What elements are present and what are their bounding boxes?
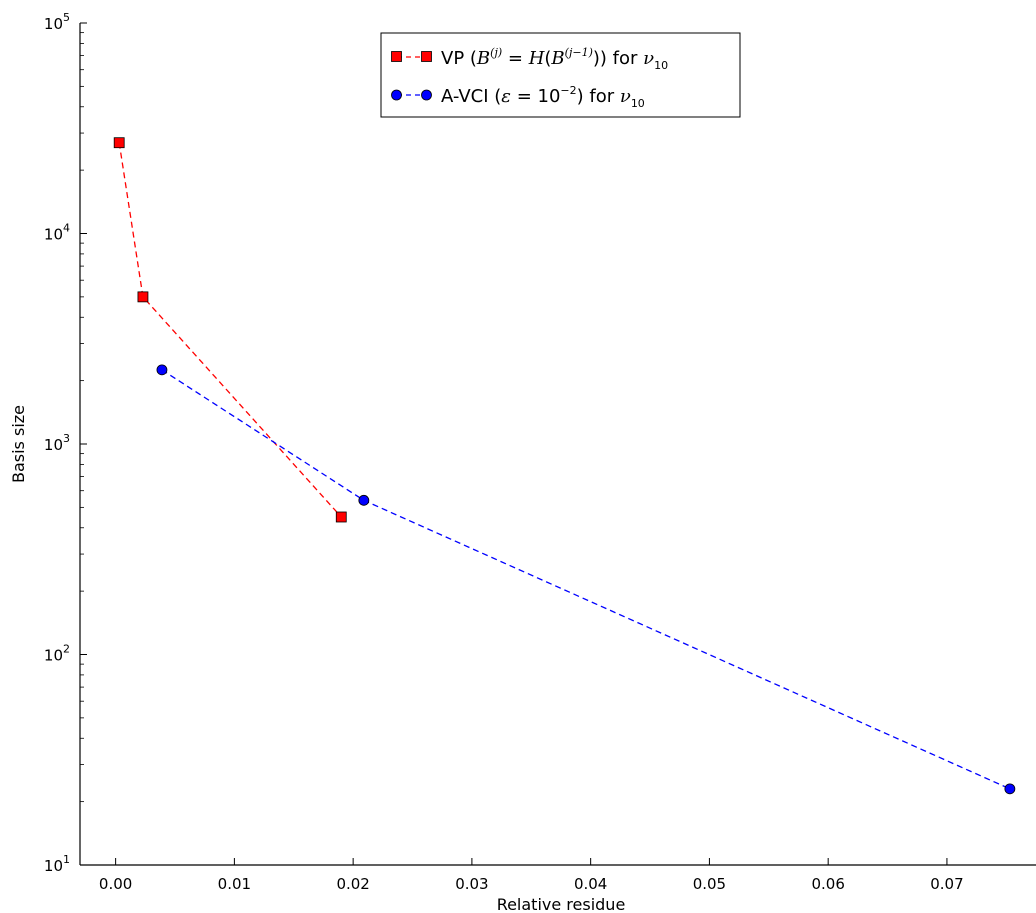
x-tick-label: 0.03	[455, 875, 488, 893]
series-0-point-1	[137, 291, 149, 303]
legend-vp-label: VP (B(j) = H(B(j−1))) for ν10	[441, 46, 668, 72]
legend-entry-avci: A-VCI (ε = 10−2) for ν10	[391, 84, 645, 110]
x-tick-label: 0.06	[811, 875, 844, 893]
series-0-point-2	[335, 511, 347, 523]
y-tick-label: 105	[44, 11, 70, 33]
axes	[79, 23, 1036, 866]
x-ticks: 0.00 0.01 0.02 0.03 0.04 0.05 0.06 0.07	[99, 858, 964, 893]
y-tick-label: 103	[44, 432, 70, 454]
x-tick-label: 0.02	[336, 875, 369, 893]
legend: VP (B(j) = H(B(j−1))) for ν10 A-VCI (ε =…	[380, 32, 741, 118]
legend-entry-vp: VP (B(j) = H(B(j−1))) for ν10	[391, 46, 668, 72]
series-0-point-0	[113, 137, 125, 149]
series-line-0	[118, 142, 342, 518]
x-tick-label: 0.07	[930, 875, 963, 893]
y-tick-label: 102	[44, 643, 70, 665]
legend-vp-marker-right	[421, 51, 432, 62]
series-layer	[113, 137, 1016, 795]
legend-vp-marker-left	[391, 51, 402, 62]
x-tick-label: 0.04	[574, 875, 607, 893]
series-1-point-1	[358, 494, 370, 506]
y-tick-label: 104	[44, 222, 70, 244]
y-axis-title: Basis size	[9, 405, 28, 483]
legend-avci-marker-left	[391, 89, 402, 101]
series-line-1	[161, 369, 1011, 790]
legend-frame	[380, 32, 741, 118]
y-tick-label: 101	[44, 853, 70, 875]
legend-avci-label: A-VCI (ε = 10−2) for ν10	[441, 84, 645, 110]
x-axis-title: Relative residue	[497, 895, 626, 913]
x-tick-label: 0.01	[218, 875, 251, 893]
x-tick-label: 0.00	[99, 875, 132, 893]
x-tick-label: 0.05	[693, 875, 726, 893]
series-1-point-2	[1004, 783, 1016, 795]
series-1-point-0	[156, 364, 168, 376]
legend-avci-marker-right	[421, 89, 432, 101]
y-ticks: 101 102 103 104 105	[44, 11, 87, 875]
